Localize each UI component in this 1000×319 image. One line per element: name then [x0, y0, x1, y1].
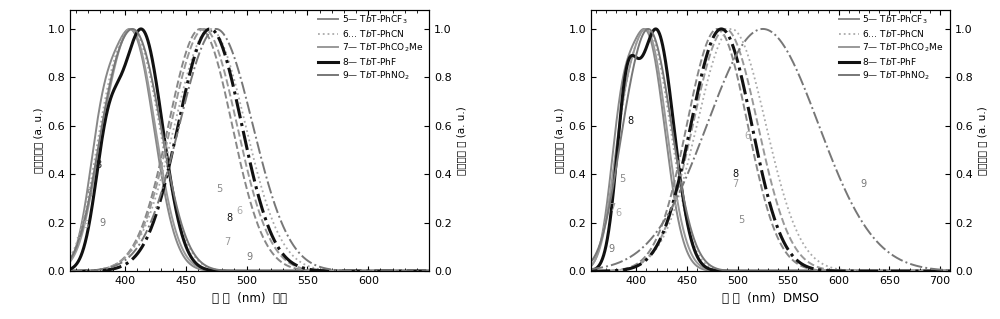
Y-axis label: 归一化吸收 (a. u.): 归一化吸收 (a. u.)	[554, 108, 564, 173]
X-axis label: 波 长  (nm)  DMSO: 波 长 (nm) DMSO	[722, 292, 819, 305]
Text: 6: 6	[745, 130, 751, 140]
Text: 5: 5	[738, 215, 745, 225]
Text: 6: 6	[236, 206, 242, 216]
Text: 6: 6	[615, 208, 621, 218]
Text: 5: 5	[619, 174, 625, 184]
Text: 9: 9	[608, 244, 614, 254]
Y-axis label: 归一化吸收 (a. u.): 归一化吸收 (a. u.)	[33, 108, 43, 173]
Text: 9: 9	[246, 252, 252, 262]
Text: 9: 9	[860, 179, 866, 189]
Text: 5: 5	[217, 184, 223, 194]
Y-axis label: 归一化发 射 (a. u.): 归一化发 射 (a. u.)	[977, 106, 987, 175]
Text: 6: 6	[83, 220, 89, 230]
Text: 7: 7	[609, 203, 615, 213]
X-axis label: 波 长  (nm)  甲苯: 波 长 (nm) 甲苯	[212, 292, 287, 305]
Legend: 5— T$b$T-PhCF$_3$, 6… T$b$T-PhCN, 7— T$b$T-PhCO$_2$Me, 8— T$b$T-PhF, 9— T$b$T-Ph: 5— T$b$T-PhCF$_3$, 6… T$b$T-PhCN, 7— T$b…	[837, 11, 945, 84]
Text: 8: 8	[226, 213, 233, 223]
Legend: 5— T$b$T-PhCF$_3$, 6… T$b$T-PhCN, 7— T$b$T-PhCO$_2$Me, 8— T$b$T-PhF, 9— T$b$T-Ph: 5— T$b$T-PhCF$_3$, 6… T$b$T-PhCN, 7— T$b…	[316, 11, 425, 84]
Text: 9: 9	[100, 218, 106, 228]
Text: 7: 7	[75, 237, 82, 247]
Text: 7: 7	[732, 179, 739, 189]
Text: 8: 8	[627, 116, 633, 126]
Y-axis label: 归一化发 射 (a. u.): 归一化发 射 (a. u.)	[456, 106, 466, 175]
Text: 8: 8	[95, 160, 101, 170]
Text: 5: 5	[86, 189, 93, 199]
Text: 7: 7	[224, 237, 230, 247]
Text: 8: 8	[732, 169, 739, 179]
